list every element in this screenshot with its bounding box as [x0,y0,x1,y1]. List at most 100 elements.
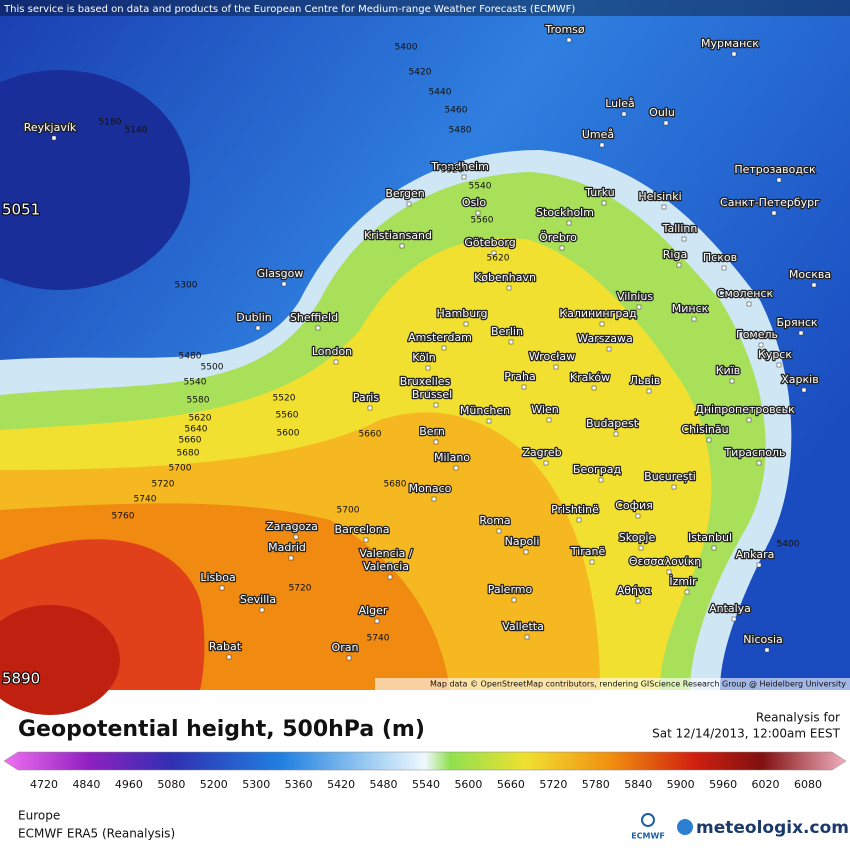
city-marker [746,417,752,423]
city-label: Калининград [559,307,637,320]
city-marker [801,387,807,393]
city-label: Tallinn [662,222,698,235]
city-marker [756,562,762,568]
city-marker [729,378,735,384]
city-label: Минск [672,302,709,315]
city-label: Kraków [570,371,610,384]
city-label: Oslo [462,196,486,209]
footer: Europe ECMWF ERA5 (Reanalysis) ECMWF met… [18,809,849,841]
city-label: Oulu [649,106,675,119]
region: Europe [18,809,60,823]
city-label: Budapest [586,417,639,430]
city-marker [613,431,619,437]
city-marker [566,220,572,226]
city-label: Харків [781,373,818,386]
city-marker [638,545,644,551]
city-label: Brussel [412,388,452,401]
colorbar-tick-label: 6020 [752,778,780,791]
notice-bar [0,0,850,16]
ecmwf-text: ECMWF [631,832,665,841]
city-marker [219,585,225,591]
contour-label: 5440 [429,88,452,98]
city-label: Chisinău [681,423,728,436]
city-marker [756,460,762,466]
legend: Geopotential height, 500hPa (m) Reanalys… [3,711,847,791]
city-marker [731,51,737,57]
city-label: Oran [332,641,359,654]
city-marker [51,135,57,141]
city-label: Hamburg [437,307,488,320]
city-marker [646,388,652,394]
attribution: Map data © OpenStreetMap contributors, r… [430,680,846,689]
city-label: Valencia [363,560,409,573]
city-label: София [615,499,653,512]
city-label: Valencia / [359,547,413,560]
low-value: 5051 [2,201,40,219]
city-marker [463,321,469,327]
city-label: Rabat [209,640,242,653]
contour-label: 5700 [169,464,192,474]
colorbar-tick-label: 4840 [72,778,100,791]
contour-label: 5620 [189,414,212,424]
contour-label: 5740 [367,634,390,644]
reanalysis-label: Reanalysis for [756,711,840,725]
city-marker [666,569,672,575]
city-labels: Tromsø Мурманск Reykjavík Luleå Oulu Umeå Tron… [22,22,832,661]
city-marker [461,174,467,180]
city-marker [255,325,261,331]
contour-label: 5580 [187,396,210,406]
city-label: Trondheim [430,160,489,173]
city-marker [706,437,712,443]
city-label: Zaragoza [266,520,318,533]
city-marker [576,517,582,523]
city-marker [543,460,549,466]
city-marker [374,618,380,624]
city-label: Köln [412,351,435,364]
city-label: Θεσσαλονίκη [629,555,701,568]
contour-label: 5300 [175,281,198,291]
city-marker [475,210,481,216]
city-marker [293,534,299,540]
city-label: Paris [353,391,379,404]
contour-label: 5400 [777,540,800,550]
contour-label: 5180 [99,118,122,128]
city-label: Tromsø [544,23,585,36]
city-marker [508,339,514,345]
city-marker [399,243,405,249]
city-marker [491,250,497,256]
city-marker [315,325,321,331]
contour-label: 5520 [441,166,464,176]
city-label: Ankara [736,548,775,561]
contour-label: 5680 [177,449,200,459]
city-marker [731,616,737,622]
city-marker [546,417,552,423]
notice: This service is based on data and produc… [3,4,575,15]
contour-label: 5680 [384,480,407,490]
city-label: Wien [531,403,558,416]
city-label: Valletta [502,620,544,633]
high-value: 5890 [2,670,40,688]
city-label: Vilnius [617,290,653,303]
city-marker [226,654,232,660]
city-label: München [460,404,510,417]
city-label: Dublin [236,311,272,324]
city-label: Amsterdam [408,331,472,344]
city-marker [684,589,690,595]
city-marker [433,402,439,408]
city-marker [681,236,687,242]
city-marker [635,598,641,604]
city-marker [598,477,604,483]
city-marker [406,201,412,207]
city-label: Αθήνα [617,584,652,597]
colorbar-tick-label: 5780 [582,778,610,791]
city-label: Luleå [605,97,634,110]
city-label: Göteborg [464,236,515,249]
contour-label: 5560 [471,216,494,226]
city-label: Nicosia [743,633,783,646]
contour-label: 5740 [134,495,157,505]
city-label: Palermo [488,583,533,596]
city-marker [387,574,393,580]
legend-title: Geopotential height, 500hPa (m) [18,717,425,742]
